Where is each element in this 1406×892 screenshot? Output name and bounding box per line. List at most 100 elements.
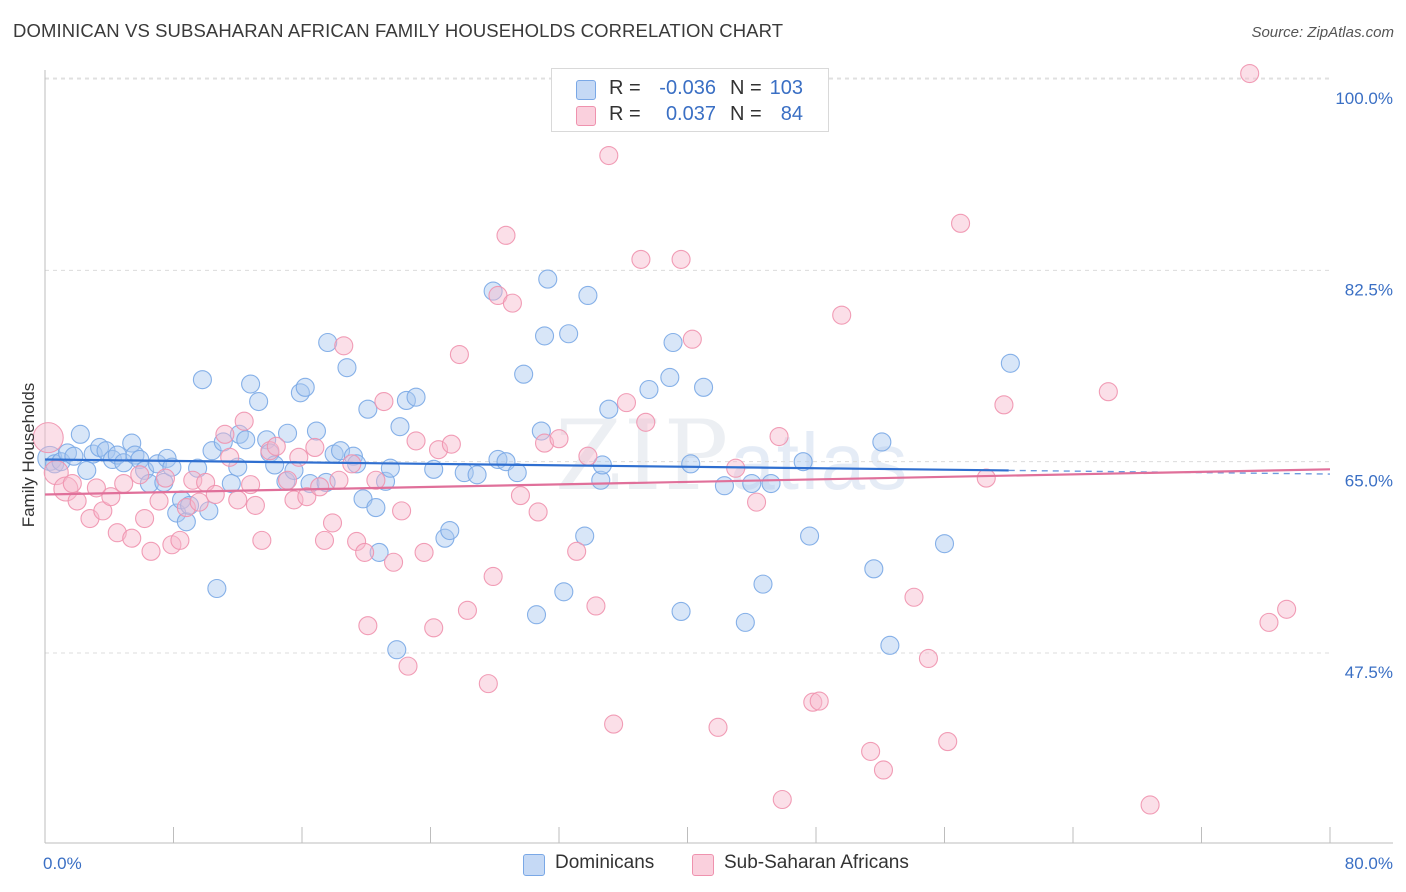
axes bbox=[44, 70, 1393, 844]
point-dominicans bbox=[681, 454, 701, 474]
legend-r-label: R = bbox=[609, 77, 641, 99]
point-subsaharan bbox=[441, 434, 461, 454]
point-subsaharan bbox=[873, 760, 894, 780]
point-subsaharan bbox=[398, 656, 418, 676]
point-subsaharan bbox=[1098, 382, 1118, 402]
source-note: Source: ZipAtlas.com bbox=[1251, 24, 1394, 41]
legend-label-dominicans: Dominicans bbox=[555, 852, 655, 873]
point-subsaharan bbox=[747, 492, 767, 512]
legend-n-value: 84 bbox=[780, 103, 803, 125]
point-dominicans bbox=[366, 498, 386, 518]
point-dominicans bbox=[369, 542, 389, 562]
point-dominicans bbox=[742, 473, 762, 494]
y-tick-label: 82.5% bbox=[1345, 280, 1393, 299]
point-dominicans bbox=[295, 377, 315, 397]
point-dominicans bbox=[694, 377, 714, 397]
legend-row-subsaharan: R = 0.037 N = 84 bbox=[552, 101, 828, 127]
watermark-zip: ZIP bbox=[555, 400, 731, 512]
point-subsaharan bbox=[976, 468, 996, 488]
point-subsaharan bbox=[329, 470, 349, 490]
point-dominicans bbox=[330, 441, 351, 461]
point-dominicans bbox=[507, 463, 527, 483]
point-subsaharan bbox=[93, 501, 113, 521]
y-tick-label: 47.5% bbox=[1345, 663, 1393, 682]
legend-r-value: 0.037 bbox=[665, 103, 716, 125]
point-dominicans bbox=[864, 559, 884, 579]
point-subsaharan bbox=[772, 789, 792, 810]
point-subsaharan bbox=[234, 411, 254, 431]
point-dominicans bbox=[221, 473, 241, 494]
point-dominicans bbox=[358, 399, 378, 419]
point-subsaharan bbox=[170, 530, 190, 550]
point-dominicans bbox=[575, 526, 595, 546]
y-axis-label: Family Households bbox=[19, 382, 38, 528]
point-dominicans bbox=[343, 446, 363, 466]
legend-swatch-subsaharan bbox=[576, 106, 596, 126]
point-dominicans bbox=[236, 430, 256, 450]
legend-label-subsaharan: Sub-Saharan Africans bbox=[724, 852, 909, 873]
point-subsaharan bbox=[414, 542, 434, 562]
point-subsaharan bbox=[616, 393, 637, 413]
point-dominicans bbox=[162, 457, 182, 477]
point-subsaharan bbox=[549, 429, 569, 449]
point-dominicans bbox=[554, 582, 574, 602]
point-subsaharan bbox=[334, 336, 354, 356]
point-dominicans bbox=[64, 446, 84, 466]
point-subsaharan bbox=[366, 470, 386, 490]
point-subsaharan bbox=[135, 508, 155, 529]
point-subsaharan bbox=[483, 566, 503, 587]
point-subsaharan bbox=[502, 293, 522, 313]
point-subsaharan bbox=[347, 531, 367, 552]
point-dominicans bbox=[387, 640, 407, 660]
point-dominicans bbox=[157, 448, 177, 468]
point-subsaharan bbox=[374, 391, 394, 412]
point-dominicans bbox=[147, 454, 167, 474]
point-subsaharan bbox=[803, 692, 823, 712]
legend-n-label: N = bbox=[730, 77, 762, 99]
point-dominicans bbox=[114, 453, 134, 473]
trend-line-dominicans bbox=[44, 458, 1009, 472]
point-subsaharan bbox=[631, 249, 651, 269]
point-dominicans bbox=[578, 285, 598, 306]
point-subsaharan bbox=[284, 490, 304, 510]
trend-line-subsaharan bbox=[44, 468, 1331, 496]
point-subsaharan bbox=[1277, 599, 1297, 619]
point-dominicans bbox=[534, 326, 555, 346]
point-dominicans bbox=[526, 605, 547, 625]
point-subsaharan bbox=[67, 491, 87, 511]
point-subsaharan bbox=[149, 491, 169, 511]
point-dominicans bbox=[277, 423, 298, 443]
point-subsaharan bbox=[938, 732, 958, 752]
point-dominicans bbox=[761, 473, 781, 494]
point-subsaharan bbox=[289, 447, 309, 467]
chart-title: DOMINICAN VS SUBSAHARAN AFRICAN FAMILY H… bbox=[13, 20, 784, 41]
point-dominicans bbox=[714, 476, 734, 496]
legend-r-value: -0.036 bbox=[659, 77, 716, 99]
point-dominicans bbox=[70, 424, 90, 444]
point-subsaharan bbox=[245, 495, 265, 515]
point-subsaharan bbox=[305, 437, 325, 458]
point-dominicans bbox=[639, 379, 659, 400]
point-subsaharan bbox=[310, 477, 330, 497]
point-subsaharan bbox=[130, 465, 150, 485]
legend-swatch-dominicans bbox=[576, 80, 596, 100]
point-subsaharan bbox=[604, 714, 624, 734]
point-subsaharan bbox=[496, 225, 516, 245]
point-dominicans bbox=[380, 458, 400, 478]
point-subsaharan bbox=[358, 616, 378, 636]
trend-lines bbox=[44, 458, 1331, 496]
point-subsaharan bbox=[578, 446, 598, 466]
point-subsaharan bbox=[62, 473, 82, 494]
point-dominicans bbox=[122, 433, 142, 453]
point-subsaharan bbox=[567, 541, 587, 561]
point-subsaharan bbox=[428, 440, 449, 460]
point-dominicans bbox=[467, 465, 487, 485]
legend-r-label: R = bbox=[609, 103, 641, 125]
y-tick-label: 65.0% bbox=[1345, 472, 1393, 491]
series-legend: Dominicans Sub-Saharan Africans bbox=[0, 851, 1406, 879]
point-dominicans bbox=[390, 417, 410, 437]
point-subsaharan bbox=[241, 475, 261, 495]
point-subsaharan bbox=[832, 305, 852, 325]
correlation-legend: R = -0.036 N = 103 R = 0.037 N = 84 bbox=[551, 68, 829, 132]
